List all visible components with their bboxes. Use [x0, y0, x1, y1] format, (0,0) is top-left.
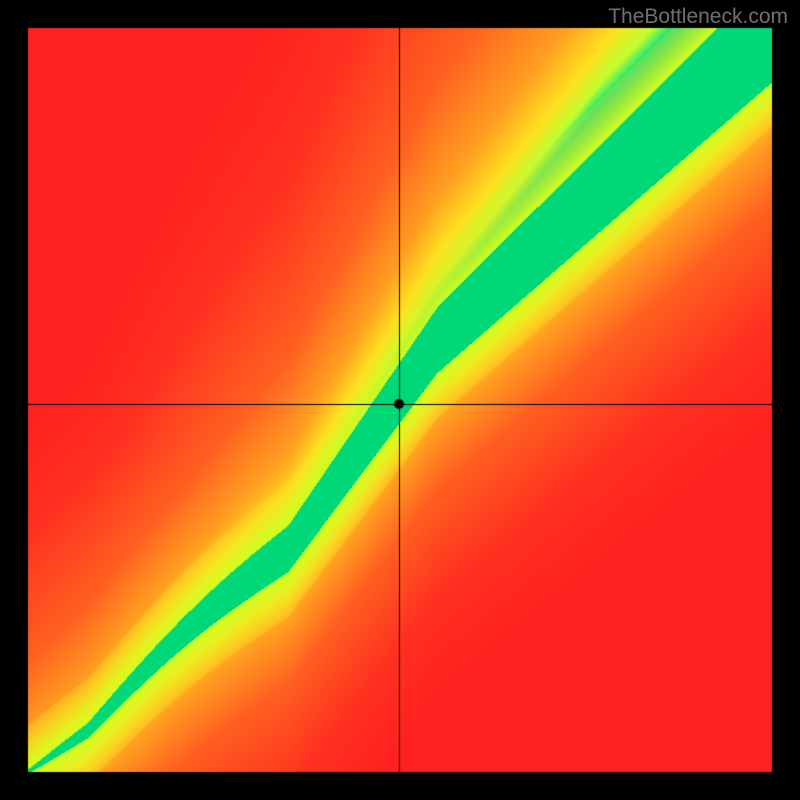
heatmap-canvas: [0, 0, 800, 800]
watermark-label: TheBottleneck.com: [608, 5, 788, 29]
chart-container: TheBottleneck.com: [0, 0, 800, 800]
